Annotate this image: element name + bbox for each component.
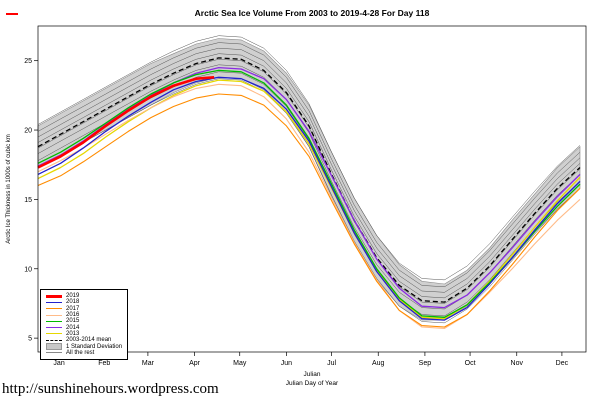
plot-border — [37, 25, 587, 353]
year-line-2015 — [37, 69, 581, 318]
rest-year-line — [37, 53, 581, 299]
mean-line — [37, 57, 581, 303]
legend-swatch-line — [46, 333, 62, 335]
legend: 2019 2018 2017 2016 2015 2014 2013 2003-2014 me… — [40, 289, 129, 360]
x-tick-label: Apr — [189, 360, 201, 367]
legend-item-2018: 2018 — [46, 299, 122, 305]
x-tick-label: Jun — [281, 360, 292, 367]
rest-year-line — [37, 42, 581, 288]
legend-item-2016: 2016 — [46, 312, 122, 318]
x-tick-label: Mar — [142, 360, 155, 367]
legend-swatch-line — [46, 327, 62, 329]
x-tick-label: Nov — [511, 360, 524, 367]
std-dev-band — [37, 38, 581, 321]
chart-title: Arctic Sea Ice Volume From 2003 to 2019-… — [194, 8, 430, 18]
year-line-2016 — [37, 83, 581, 329]
rest-year-line — [37, 35, 581, 281]
legend-swatch-line — [46, 294, 62, 298]
legend-label: 2014 — [66, 324, 80, 331]
x-tick-label: Oct — [465, 360, 476, 367]
y-tick-label: 25 — [24, 58, 32, 65]
legend-label: 1 Standard Deviation — [66, 343, 123, 350]
legend-item-1-standard-deviation: 1 Standard Deviation — [46, 343, 123, 351]
legend-item-all-the-rest: All the rest — [46, 350, 122, 356]
legend-swatch-line — [46, 352, 62, 354]
legend-item-2003-2014-mean: 2003-2014 mean — [46, 337, 122, 343]
y-axis-label: Arctic Ice Thickness in 1000s of cubic k… — [6, 134, 12, 244]
legend-item-2015: 2015 — [46, 318, 122, 324]
legend-swatch-line — [46, 301, 62, 303]
legend-label: 2013 — [66, 330, 80, 337]
legend-swatch-line — [46, 320, 62, 322]
legend-label: 2018 — [66, 299, 80, 306]
stray-red-mark — [6, 13, 18, 15]
legend-item-2017: 2017 — [46, 306, 122, 312]
legend-item-2014: 2014 — [46, 324, 122, 331]
x-axis-label-julian: Julian — [303, 371, 321, 378]
legend-swatch-line — [46, 308, 62, 310]
x-tick-label: Dec — [556, 360, 569, 367]
x-tick-label: Aug — [372, 360, 385, 367]
x-tick-label: Jan — [53, 360, 64, 367]
y-tick-label: 20 — [24, 128, 32, 135]
legend-label: 2016 — [66, 312, 80, 319]
legend-label: 2015 — [66, 318, 80, 325]
year-line-2018 — [37, 76, 581, 321]
x-tick-label: Sep — [419, 360, 432, 367]
rest-year-line — [37, 78, 581, 324]
legend-swatch-line — [46, 339, 62, 341]
legend-item-2019: 2019 — [46, 293, 122, 299]
legend-item-2013: 2013 — [46, 331, 122, 337]
x-tick-label: May — [233, 360, 247, 367]
legend-label: 2003-2014 mean — [66, 337, 112, 344]
legend-label: 2017 — [66, 305, 80, 312]
year-line-2019 — [37, 76, 215, 169]
footer-url[interactable]: http://sunshinehours.wordpress.com — [2, 381, 219, 397]
legend-swatch-box — [46, 343, 62, 351]
y-tick-label: 5 — [28, 336, 32, 343]
x-tick-label: Jul — [327, 360, 336, 367]
x-axis-label: Julian Day of Year — [285, 380, 339, 387]
year-line-2013 — [37, 79, 581, 320]
rest-year-line — [37, 47, 581, 293]
legend-swatch-line — [46, 314, 62, 316]
y-tick-label: 15 — [24, 197, 32, 204]
year-line-2017 — [37, 93, 581, 328]
x-tick-label: Feb — [98, 360, 110, 367]
y-tick-label: 10 — [24, 266, 32, 273]
legend-label: 2019 — [66, 293, 80, 300]
legend-label: All the rest — [66, 349, 95, 356]
